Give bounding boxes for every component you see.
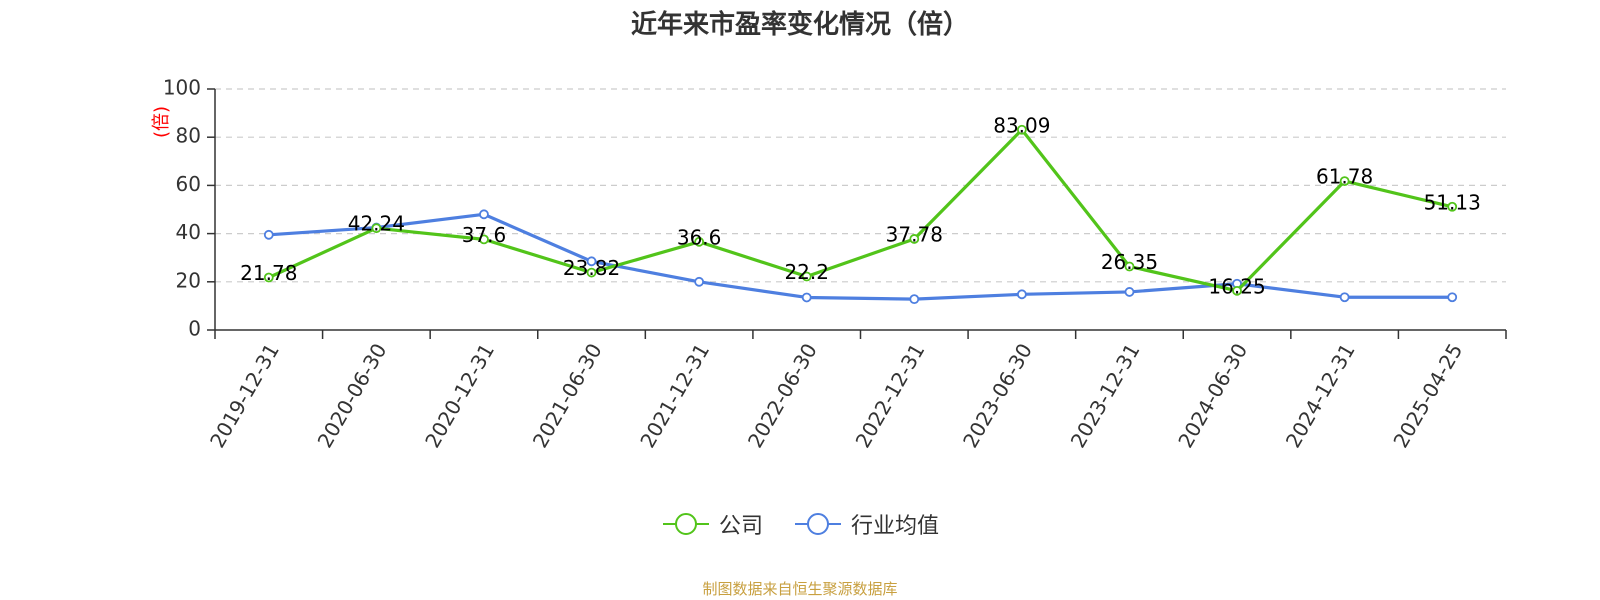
- data-label: 51.13: [1424, 190, 1481, 214]
- y-tick-label: 20: [176, 268, 201, 292]
- data-point: [694, 276, 705, 287]
- x-tick-label: 2020-06-30: [313, 339, 392, 452]
- data-label: 37.78: [886, 222, 943, 246]
- x-tick-label: 2022-12-31: [850, 339, 929, 452]
- legend-label: 行业均值: [851, 514, 940, 539]
- data-point: [1124, 261, 1135, 272]
- legend-item[interactable]: 公司: [661, 508, 763, 540]
- y-axis-unit-label: (倍): [151, 106, 172, 138]
- grid-lines: [215, 88, 1506, 283]
- legend-line-marker-icon: [662, 513, 709, 535]
- x-tick-label: 2021-06-30: [528, 339, 607, 452]
- data-label: 61.78: [1316, 165, 1373, 189]
- data-point: [1232, 285, 1242, 296]
- y-tick-label: 60: [176, 172, 201, 196]
- x-tick-label: 2023-06-30: [958, 339, 1037, 452]
- x-tick-label: 2025-04-25: [1388, 339, 1467, 452]
- data-point: [1447, 201, 1458, 212]
- data-labels: 21.78 42.24 37.6 23.82 36.6 22.2 37.78 83.09 26.…: [240, 113, 1481, 298]
- data-label: 22.2: [784, 260, 829, 284]
- data-point: [694, 236, 705, 247]
- x-tick-label: 2020-12-31: [420, 339, 499, 452]
- data-point: [1016, 124, 1027, 135]
- data-label: 36.6: [677, 225, 722, 249]
- data-point: [263, 272, 274, 283]
- data-point: [479, 209, 489, 220]
- data-label: 42.24: [348, 212, 405, 236]
- x-tick-label: 2023-12-31: [1066, 339, 1145, 452]
- y-tick-label: 80: [176, 124, 201, 148]
- y-tick-label: 0: [188, 317, 201, 341]
- data-label: 16.25: [1208, 274, 1265, 298]
- data-point: [1447, 292, 1458, 303]
- data-label: 83.09: [993, 113, 1050, 137]
- data-point: [479, 234, 489, 245]
- legend-label: 公司: [718, 514, 763, 539]
- data-point: [801, 292, 812, 303]
- chart-title: 近年来市盈率变化情况（倍）: [630, 10, 969, 40]
- data-point: [1339, 176, 1350, 187]
- axes: 0 20 40 60 80 100 2019-12-31 2020-06-30 2020-12-…: [163, 76, 1507, 452]
- data-point: [909, 234, 920, 244]
- data-point: [586, 256, 597, 267]
- series-lines: [263, 124, 1458, 305]
- series-line-company: [268, 128, 1453, 293]
- source-note: 制图数据来自恒生聚源数据库: [702, 580, 898, 598]
- y-tick-label: 40: [176, 220, 201, 244]
- legend: 公司 行业均值: [0, 508, 1600, 540]
- legend-item[interactable]: 行业均值: [793, 508, 939, 540]
- data-point: [909, 294, 920, 305]
- data-label: 37.6: [462, 223, 507, 247]
- x-tick-label: 2024-06-30: [1173, 339, 1252, 452]
- data-point: [1016, 289, 1027, 300]
- data-point: [1339, 292, 1350, 303]
- data-label: 26.35: [1101, 250, 1158, 274]
- data-label: 21.78: [240, 261, 297, 285]
- data-point: [586, 267, 597, 278]
- x-tick-label: 2024-12-31: [1281, 339, 1360, 452]
- x-tick-label: 2022-06-30: [743, 339, 822, 452]
- legend-line-marker-icon: [795, 513, 841, 535]
- x-tick-label: 2021-12-31: [635, 339, 714, 452]
- y-tick-label: 100: [163, 76, 201, 100]
- data-point: [371, 223, 382, 234]
- x-tick-label: 2019-12-31: [205, 339, 284, 452]
- series-line-industry: [268, 212, 1453, 301]
- data-point: [1124, 287, 1135, 297]
- data-label: 23.82: [563, 256, 620, 280]
- data-point: [801, 271, 812, 282]
- data-point: [263, 229, 274, 240]
